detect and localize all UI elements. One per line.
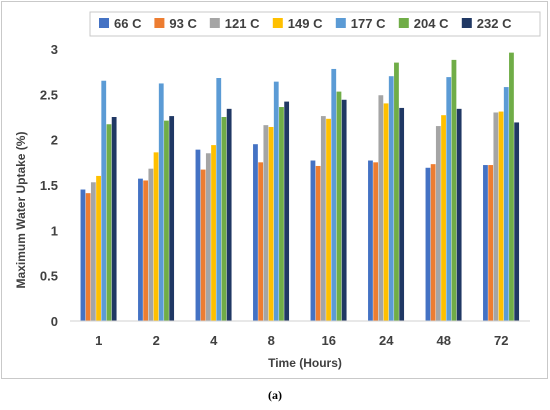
bar — [96, 175, 101, 321]
bar — [373, 162, 379, 321]
bar — [498, 111, 504, 321]
bar — [483, 165, 488, 321]
bar — [253, 144, 258, 321]
bar — [200, 169, 206, 321]
water-uptake-bar-chart: 66 C 93 C 121 C 149 C 177 C 204 C 232 C 0 0.5 1 1… — [14, 11, 541, 370]
bar — [211, 145, 216, 321]
y-tick-label: 1.5 — [40, 178, 58, 193]
bar — [148, 168, 154, 321]
bar — [169, 116, 175, 321]
x-tick-label: 72 — [494, 333, 508, 348]
legend-swatch — [272, 18, 283, 28]
bar — [143, 180, 149, 321]
legend-swatch — [398, 18, 409, 28]
bar — [263, 125, 269, 321]
bar — [315, 165, 321, 321]
legend-swatch — [335, 18, 346, 28]
bar — [279, 107, 284, 321]
legend-swatch — [461, 18, 472, 28]
legend-label: 93 C — [169, 16, 197, 31]
y-axis-title: Maximum Water Uptake (%) — [14, 132, 28, 289]
legend-swatch — [154, 18, 165, 28]
x-tick-label: 2 — [153, 333, 160, 348]
x-tick-label: 48 — [437, 333, 451, 348]
legend-label: 204 C — [414, 16, 449, 31]
bar — [368, 160, 373, 321]
bar — [216, 78, 222, 321]
bar — [320, 116, 326, 321]
bar — [430, 164, 436, 321]
bar — [164, 120, 169, 321]
bar — [378, 95, 384, 322]
bar — [441, 115, 446, 321]
bar — [310, 160, 316, 321]
bar — [399, 107, 405, 322]
bar — [451, 59, 457, 321]
bar — [226, 108, 232, 321]
y-tick-label: 2.5 — [40, 87, 58, 102]
y-tick-label: 0.5 — [40, 269, 58, 284]
bar — [341, 99, 347, 322]
bars — [80, 52, 520, 322]
bar — [383, 103, 389, 322]
bar — [514, 122, 520, 321]
bar — [273, 81, 279, 321]
bar — [153, 152, 159, 321]
bar — [101, 80, 107, 321]
bar — [435, 126, 441, 321]
bar — [446, 77, 452, 321]
legend: 66 C 93 C 121 C 149 C 177 C 204 C 232 C — [89, 11, 541, 37]
bar — [388, 76, 394, 321]
axes: 00.511.522.531 2 4 8 16 24 48 72 — [40, 42, 530, 348]
legend-label: 121 C — [225, 16, 260, 31]
x-tick-label: 8 — [268, 333, 275, 348]
x-axis-title: Time (Hours) — [268, 356, 342, 370]
bar — [195, 149, 201, 321]
bar — [85, 193, 91, 321]
legend-swatch — [99, 18, 109, 28]
x-tick-label: 24 — [379, 333, 394, 348]
x-tick-label: 4 — [210, 333, 218, 348]
legend-swatch — [209, 18, 220, 28]
bar — [394, 62, 399, 321]
bar — [336, 91, 342, 321]
bar — [425, 167, 431, 321]
legend-label: 66 C — [114, 16, 142, 31]
x-tick-label: 16 — [322, 333, 336, 348]
bar — [326, 118, 331, 321]
bar — [284, 101, 290, 321]
legend-label: 149 C — [288, 16, 323, 31]
bar — [268, 126, 274, 321]
bar — [503, 87, 509, 321]
bar — [456, 108, 462, 321]
legend-label: 177 C — [351, 16, 386, 31]
bar — [488, 165, 494, 321]
figure-caption: (a) — [268, 388, 282, 402]
y-tick-label: 2 — [51, 133, 58, 148]
x-tick-label: 1 — [95, 333, 102, 348]
bar — [158, 83, 164, 321]
bar — [258, 162, 264, 321]
bar — [106, 124, 112, 321]
y-tick-label: 0 — [51, 314, 58, 329]
bar — [509, 52, 514, 321]
bar — [111, 117, 117, 321]
bar — [331, 68, 337, 321]
bar — [205, 153, 211, 321]
bar — [138, 178, 143, 321]
bar — [80, 189, 86, 321]
y-tick-label: 1 — [51, 223, 58, 238]
legend-label: 232 C — [477, 16, 512, 31]
y-tick-label: 3 — [51, 42, 58, 57]
bar — [221, 117, 227, 321]
bar — [493, 112, 499, 321]
bar — [90, 182, 96, 321]
